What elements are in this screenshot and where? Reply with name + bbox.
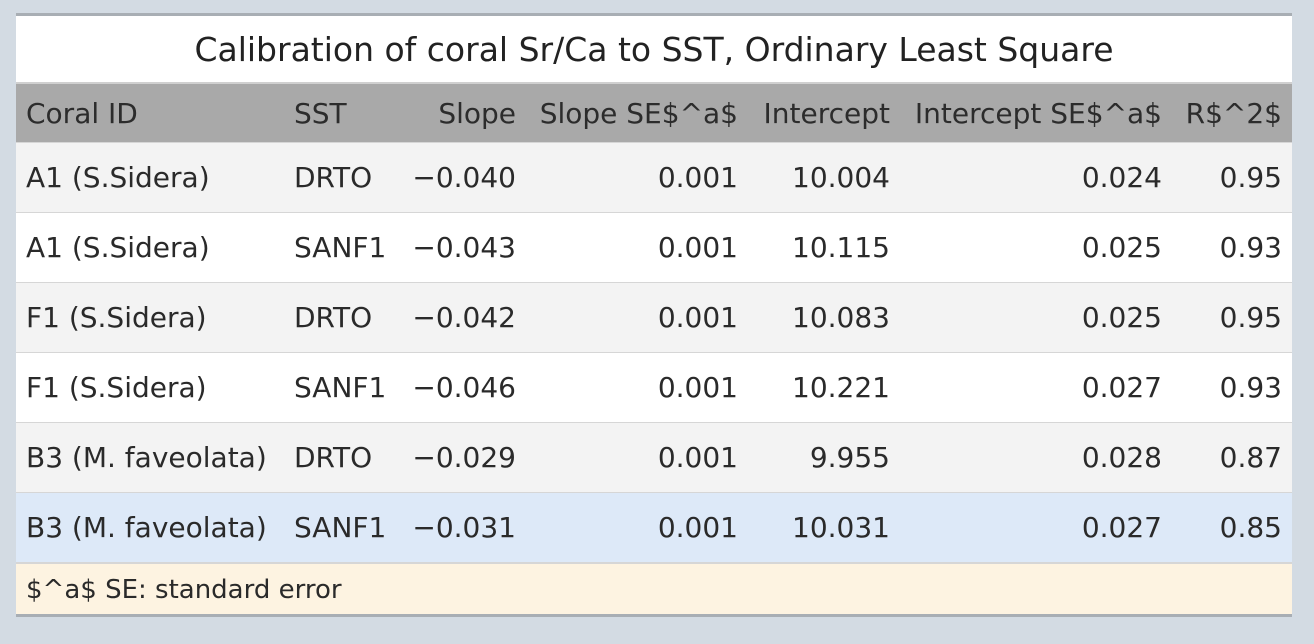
table-cell: SANF1: [284, 492, 400, 562]
table-cell: B3 (M. faveolata): [16, 492, 284, 562]
table-cell: DRTO: [284, 422, 400, 493]
table-cell: 10.221: [748, 352, 900, 423]
table-cell: −0.031: [400, 492, 526, 562]
column-header: R$^2$: [1172, 84, 1292, 143]
table-cell: SANF1: [284, 352, 400, 423]
table-cell: −0.046: [400, 352, 526, 423]
table-cell: F1 (S.Sidera): [16, 352, 284, 423]
table-cell: 0.028: [900, 422, 1172, 493]
table-cell: 0.024: [900, 142, 1172, 213]
table-cell: 0.025: [900, 212, 1172, 283]
table-cell: 0.95: [1172, 142, 1292, 213]
table-cell: 0.85: [1172, 492, 1292, 562]
table-cell: −0.029: [400, 422, 526, 493]
table-cell: 10.031: [748, 492, 900, 562]
table-cell: 0.027: [900, 352, 1172, 423]
table-cell: 10.083: [748, 282, 900, 353]
table-row[interactable]: F1 (S.Sidera) SANF1 −0.046 0.001 10.221 0.027…: [16, 352, 1292, 423]
column-header: Intercept SE$^a$: [900, 84, 1172, 143]
footnote: $^a$ SE: standard error: [16, 562, 1292, 614]
header-row: Coral ID SST Slope Slope SE$^a$ Intercept Int…: [16, 84, 1292, 143]
column-header: SST: [284, 84, 400, 143]
table-cell: A1 (S.Sidera): [16, 212, 284, 283]
table-cell: 0.93: [1172, 212, 1292, 283]
table-cell: F1 (S.Sidera): [16, 282, 284, 353]
table-cell: 9.955: [748, 422, 900, 493]
table-title: Calibration of coral Sr/Ca to SST, Ordin…: [16, 16, 1292, 84]
column-header: Slope SE$^a$: [526, 84, 748, 143]
table-card: Calibration of coral Sr/Ca to SST, Ordin…: [16, 13, 1292, 617]
table-cell: SANF1: [284, 212, 400, 283]
table-cell: A1 (S.Sidera): [16, 142, 284, 213]
column-header: Coral ID: [16, 84, 284, 143]
column-header: Slope: [400, 84, 526, 143]
table-cell: −0.043: [400, 212, 526, 283]
table-cell: 0.001: [526, 422, 748, 493]
table-cell: −0.042: [400, 282, 526, 353]
table-row[interactable]: B3 (M. faveolata) DRTO −0.029 0.001 9.955 0.0…: [16, 422, 1292, 493]
table-cell: −0.040: [400, 142, 526, 213]
table-cell: DRTO: [284, 282, 400, 353]
table-row[interactable]: A1 (S.Sidera) DRTO −0.040 0.001 10.004 0.024 0…: [16, 142, 1292, 213]
table-cell: DRTO: [284, 142, 400, 213]
table-cell: 0.001: [526, 142, 748, 213]
table-cell: 0.001: [526, 212, 748, 283]
data-table: Coral ID SST Slope Slope SE$^a$ Intercept Int…: [16, 84, 1292, 562]
table-cell: 10.004: [748, 142, 900, 213]
table-row[interactable]: A1 (S.Sidera) SANF1 −0.043 0.001 10.115 0.025…: [16, 212, 1292, 283]
table-row[interactable]: B3 (M. faveolata) SANF1 −0.031 0.001 10.031 0…: [16, 492, 1292, 562]
table-cell: 0.87: [1172, 422, 1292, 493]
table-cell: 10.115: [748, 212, 900, 283]
table-row[interactable]: F1 (S.Sidera) DRTO −0.042 0.001 10.083 0.025 0…: [16, 282, 1292, 353]
table-cell: 0.001: [526, 282, 748, 353]
table-cell: 0.001: [526, 492, 748, 562]
column-header: Intercept: [748, 84, 900, 143]
table-cell: 0.95: [1172, 282, 1292, 353]
table-cell: B3 (M. faveolata): [16, 422, 284, 493]
table-cell: 0.93: [1172, 352, 1292, 423]
table-cell: 0.001: [526, 352, 748, 423]
table-cell: 0.027: [900, 492, 1172, 562]
table-cell: 0.025: [900, 282, 1172, 353]
